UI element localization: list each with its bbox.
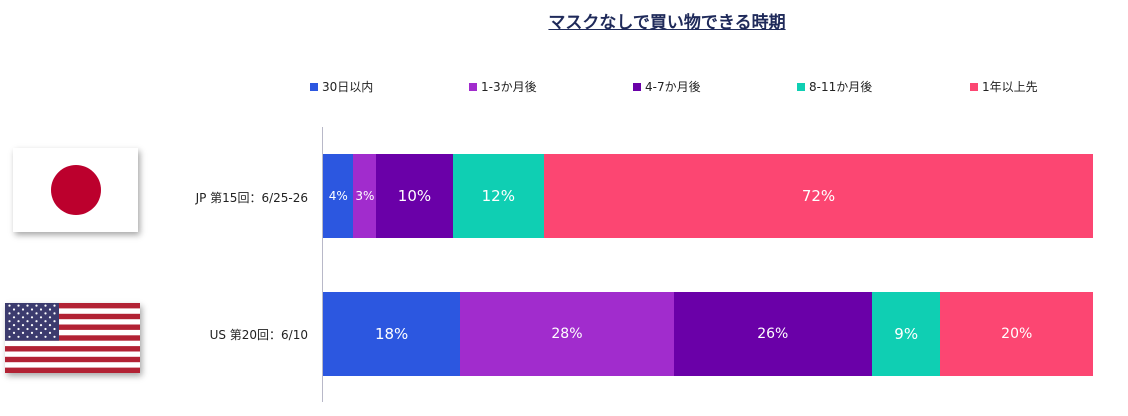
data-label: 12%	[481, 187, 515, 205]
data-label: 26%	[757, 326, 789, 342]
data-label: 4%	[328, 189, 348, 203]
us-flag-icon	[5, 303, 140, 373]
row-label-jp: JP 第15回：6/25-26	[195, 191, 308, 205]
category-axis-line	[322, 127, 323, 402]
bar-segment-us-1: 28%	[460, 292, 674, 376]
legend-item-30days: 30日以内	[310, 78, 373, 95]
legend-item-1year-plus: 1年以上先	[970, 78, 1038, 95]
bar-segment-us-0: 18%	[323, 292, 461, 376]
legend-label: 1年以上先	[982, 80, 1038, 94]
legend-item-8-11months: 8-11か月後	[797, 78, 872, 95]
legend-swatch	[797, 82, 805, 91]
legend-swatch	[310, 82, 318, 91]
bar-segment-jp-4: 72%	[544, 154, 1093, 238]
data-label: 20%	[1001, 326, 1033, 342]
bar-segment-jp-2: 10%	[376, 154, 453, 238]
bar-segment-jp-0: 4%	[323, 154, 354, 238]
data-label: 72%	[801, 187, 836, 205]
legend-item-1-3months: 1-3か月後	[469, 78, 537, 95]
japan-flag-icon	[13, 148, 138, 232]
data-label: 9%	[894, 325, 919, 343]
data-label: 10%	[397, 187, 432, 205]
data-label: 18%	[374, 325, 409, 343]
bar-segment-jp-3: 12%	[452, 154, 545, 238]
bar-us: 18% 28% 26% 9% 20%	[323, 292, 1093, 376]
japan-flag-disc	[51, 165, 101, 215]
bar-segment-us-3: 9%	[871, 292, 941, 376]
legend-label: 1-3か月後	[481, 80, 537, 94]
legend-swatch	[970, 82, 978, 91]
row-label-us: US 第20回：6/10	[209, 328, 308, 342]
bar-segment-us-2: 26%	[673, 292, 872, 376]
legend-label: 30日以内	[322, 80, 374, 94]
chart-title: マスクなしで買い物できる時期	[548, 13, 786, 33]
bar-jp: 4% 3% 10% 12% 72%	[323, 154, 1093, 238]
legend-item-4-7months: 4-7か月後	[633, 78, 701, 95]
data-label: 28%	[551, 326, 583, 342]
legend-label: 8-11か月後	[809, 80, 873, 94]
bar-segment-us-4: 20%	[940, 292, 1093, 376]
legend-swatch	[633, 82, 641, 91]
bar-segment-jp-1: 3%	[353, 154, 377, 238]
legend: 30日以内 1-3か月後 4-7か月後 8-11か月後 1年以上先	[0, 78, 1128, 98]
legend-swatch	[469, 82, 477, 91]
data-label: 3%	[355, 189, 375, 203]
legend-label: 4-7か月後	[645, 80, 701, 94]
